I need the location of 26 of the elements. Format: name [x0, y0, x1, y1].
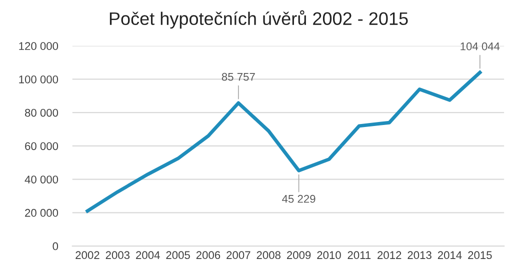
x-tick-label: 2007	[226, 251, 250, 260]
x-tick-label: 2008	[256, 251, 280, 260]
x-tick-label: 2005	[166, 251, 190, 260]
x-tick-label: 2006	[196, 251, 220, 260]
y-tick-label: 80 000	[24, 108, 58, 117]
x-tick-label: 2002	[76, 251, 100, 260]
x-tick-label: 2012	[378, 251, 402, 260]
x-tick-label: 2011	[348, 251, 371, 260]
x-tick-label: 2003	[106, 251, 130, 260]
y-tick-label: 120 000	[19, 42, 58, 50]
x-tick-label: 2004	[136, 251, 160, 260]
x-tick-label: 2015	[468, 251, 492, 260]
x-tick-label: 2010	[317, 251, 341, 260]
line-series	[86, 70, 482, 213]
y-tick-label: 60 000	[25, 142, 58, 150]
y-tick-label: 0	[52, 242, 58, 250]
annotation: 45 229	[282, 194, 316, 203]
y-tick-label: 100 000	[19, 75, 58, 84]
annotation: 104 044	[460, 42, 500, 50]
x-tick-label: 2014	[438, 251, 462, 260]
annotation: 85 757	[222, 72, 255, 81]
y-tick-label: 40 000	[24, 176, 58, 184]
x-tick-label: 2013	[408, 251, 432, 260]
y-tick-label: 20 000	[25, 208, 58, 217]
x-tick-label: 2009	[286, 251, 311, 260]
chart-title: Počet hypotečních úvěrů 2002 - 2015	[110, 10, 408, 29]
